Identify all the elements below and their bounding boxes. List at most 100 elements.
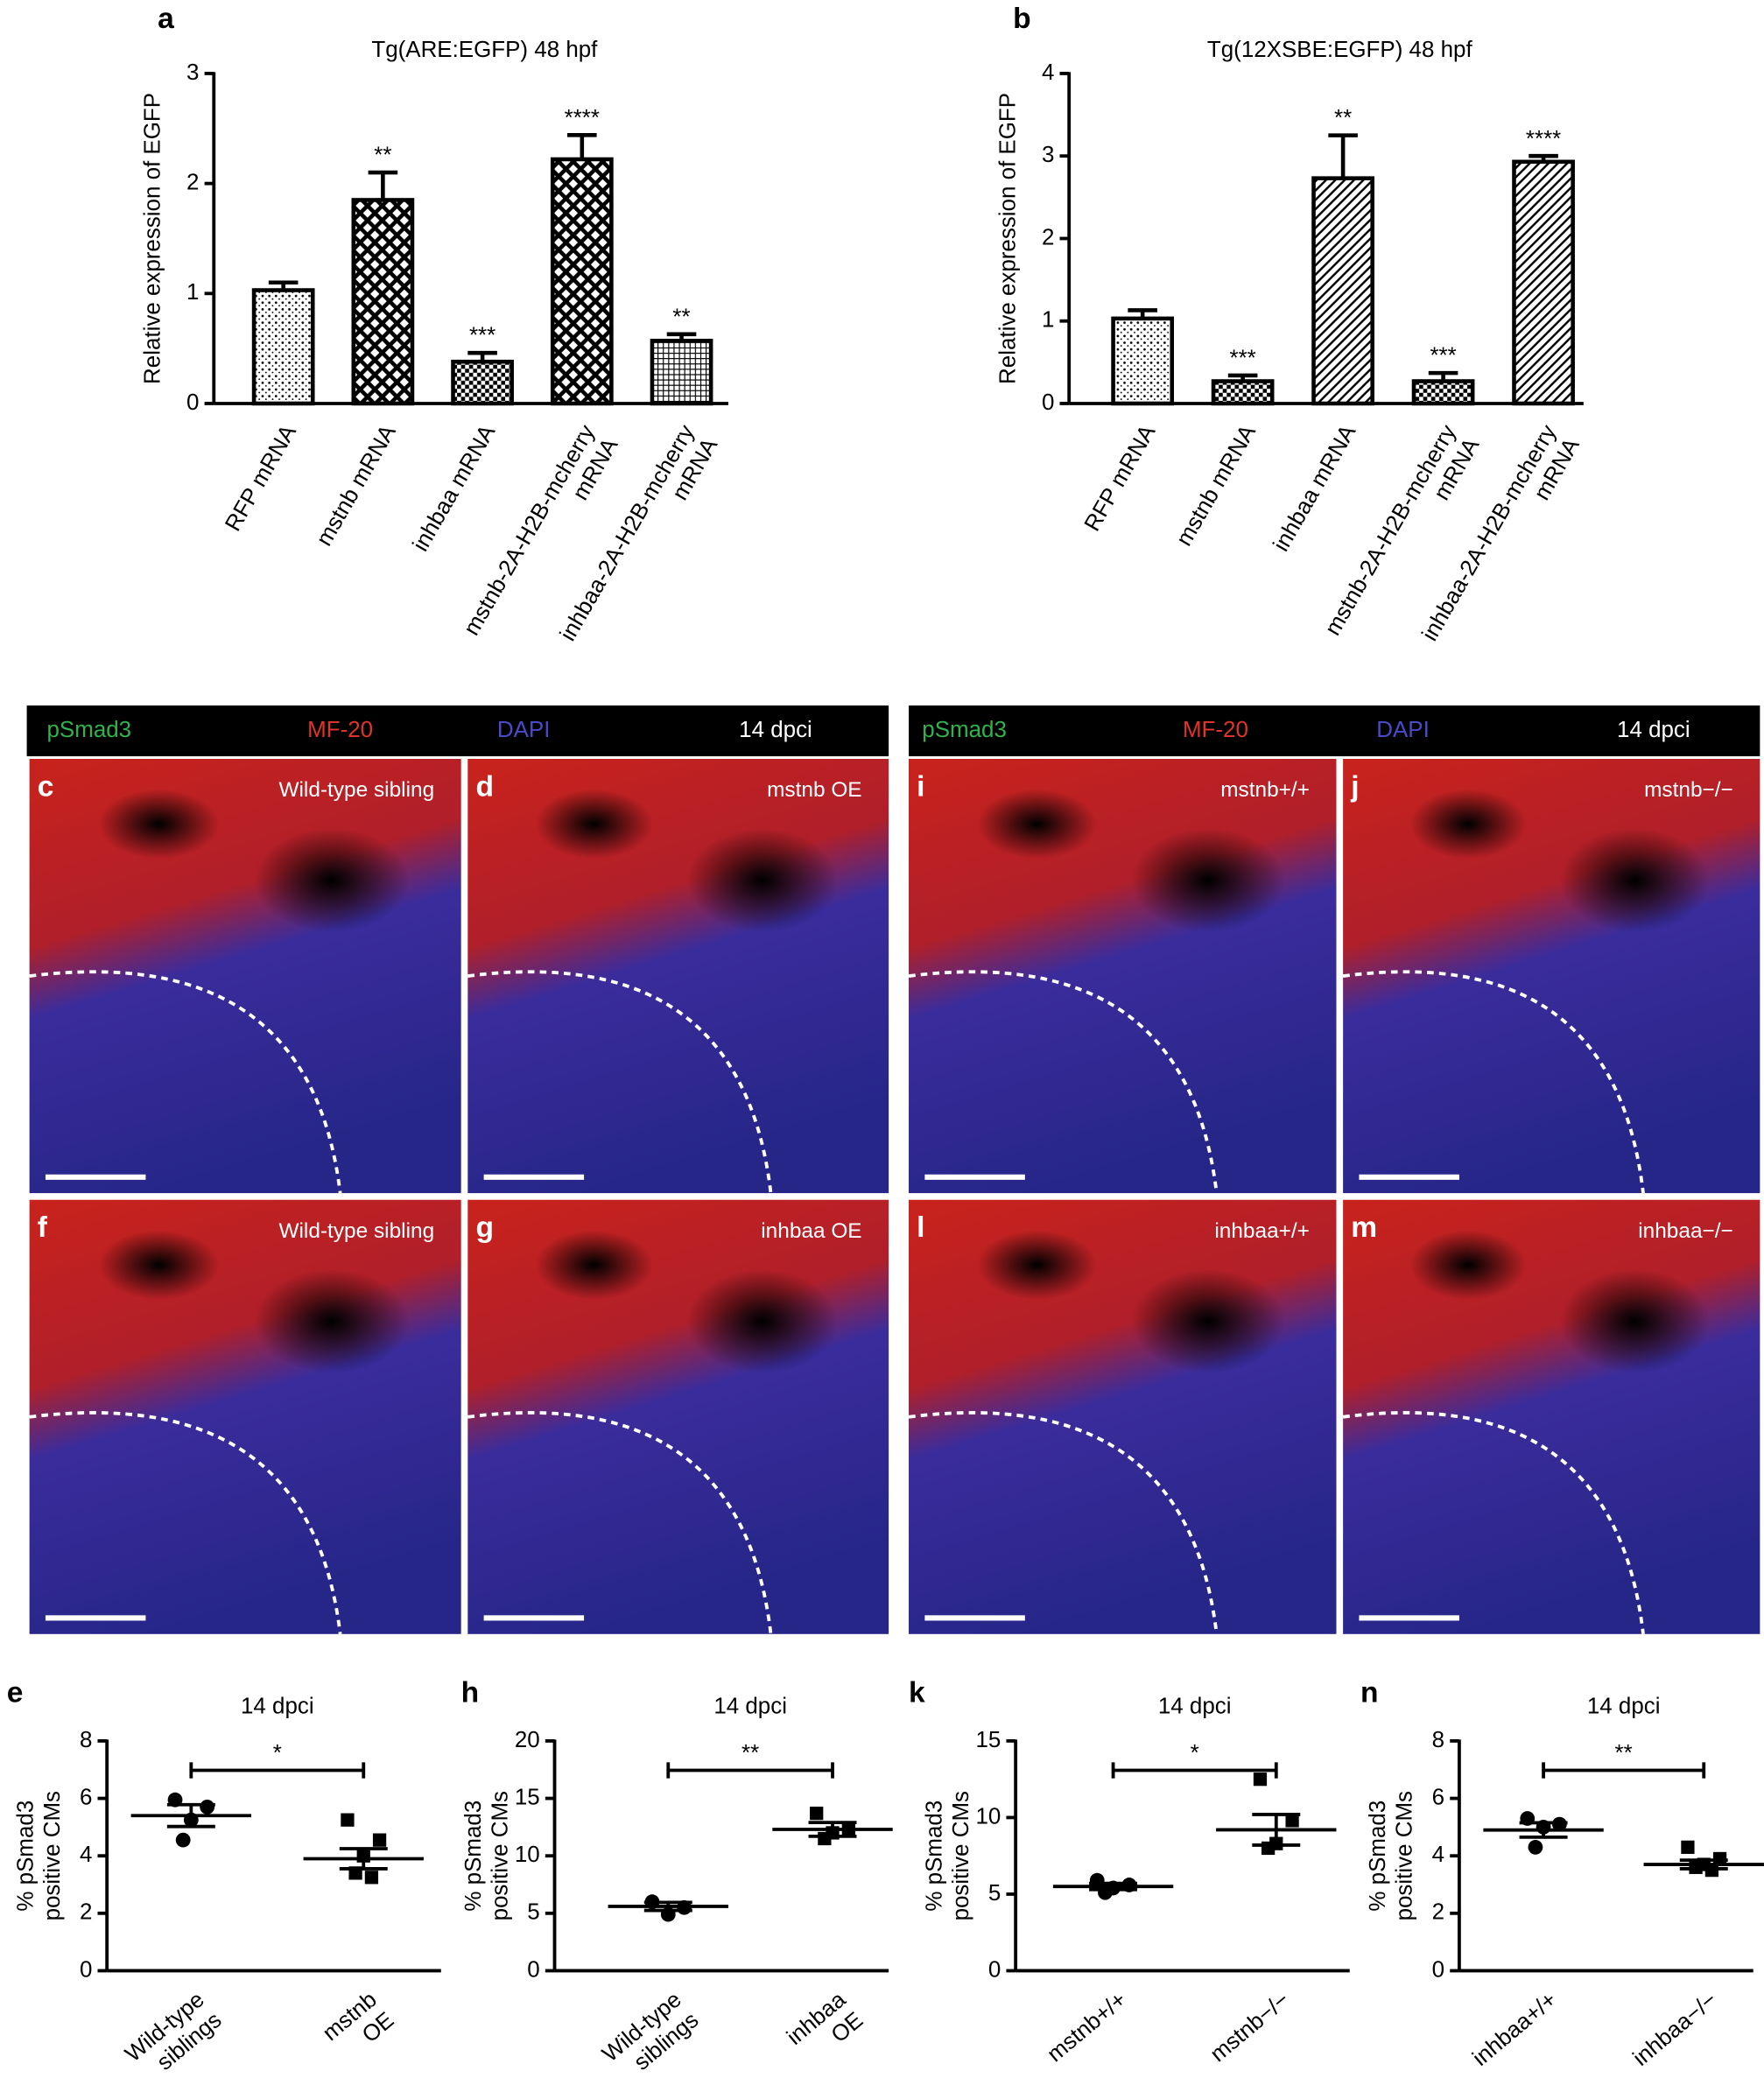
significance: ** — [741, 1741, 759, 1766]
micrograph — [29, 1199, 461, 1634]
y-tick-label: 8 — [80, 1728, 92, 1752]
injury-border — [1342, 970, 1645, 1194]
y-tick-label: 0 — [186, 390, 199, 415]
time-label: 14 dpci — [1617, 718, 1690, 742]
y-tick-label: 15 — [515, 1785, 540, 1809]
y-tick-label: 0 — [1432, 1957, 1444, 1982]
tissue-gap — [686, 1269, 839, 1374]
y-tick-label: 4 — [80, 1843, 92, 1867]
chart-title: 14 dpci — [1158, 1695, 1232, 1719]
injury-border — [1342, 1411, 1645, 1635]
significance: *** — [469, 324, 495, 348]
bar — [251, 288, 315, 406]
y-axis-label: % pSmad3 — [13, 1801, 38, 1912]
panel-letter: g — [475, 1211, 494, 1244]
x-tick-label: RFP mRNA — [1080, 420, 1161, 536]
significance: **** — [565, 106, 600, 130]
panel-label: inhbaa−/− — [1638, 1219, 1733, 1243]
significance: ** — [1334, 106, 1352, 130]
panel-label: mstnb+/+ — [1220, 778, 1310, 802]
panel-letter: f — [38, 1211, 48, 1244]
significance: ** — [374, 144, 391, 168]
y-tick-label: 20 — [515, 1728, 540, 1752]
injury-border — [467, 1411, 773, 1635]
tissue-gap — [1409, 789, 1527, 860]
x-tick-label: mstnb+/+ — [1043, 1987, 1131, 2067]
y-tick-label: 2 — [1042, 225, 1054, 249]
y-tick-label: 2 — [186, 170, 199, 194]
tissue-gap — [254, 828, 410, 933]
panel-letter: e — [7, 1676, 24, 1709]
data-point — [1253, 1773, 1268, 1787]
y-axis-label: positive CMs — [488, 1791, 512, 1920]
panel-letter: b — [1013, 3, 1031, 35]
channel-label: MF-20 — [1183, 718, 1248, 742]
bar — [1111, 316, 1175, 406]
tissue-gap — [1409, 1230, 1527, 1300]
tissue-gap — [977, 1230, 1097, 1300]
y-axis-label: % pSmad3 — [1366, 1801, 1390, 1912]
bar — [1411, 379, 1475, 406]
bar — [550, 157, 614, 406]
panel-letter: l — [917, 1211, 924, 1244]
significance: * — [273, 1741, 282, 1766]
y-tick-label: 5 — [527, 1900, 539, 1925]
data-point — [341, 1813, 355, 1827]
chart-title: Tg(12XSBE:EGFP) 48 hpf — [1207, 38, 1473, 62]
chart-title: 14 dpci — [1587, 1695, 1661, 1719]
panel-label: mstnb OE — [767, 778, 862, 802]
y-tick-label: 0 — [1042, 390, 1054, 415]
panel-letter: j — [1350, 770, 1359, 803]
panel-letter: a — [158, 3, 174, 35]
micrograph — [1343, 759, 1760, 1194]
y-tick-label: 0 — [988, 1957, 1001, 1982]
data-point — [364, 1871, 379, 1885]
panel-letter: h — [461, 1676, 480, 1709]
y-tick-label: 2 — [1432, 1900, 1444, 1925]
y-tick-label: 3 — [1042, 143, 1054, 167]
y-axis-label: Relative expression of EGFP — [140, 93, 165, 384]
micrograph — [467, 759, 889, 1194]
tissue-gap — [98, 789, 220, 860]
micrograph — [467, 1199, 889, 1634]
x-tick-label: mstnb mRNA — [1172, 420, 1262, 550]
panel-letter: d — [475, 770, 494, 803]
channel-header — [909, 705, 1760, 756]
data-point — [1528, 1839, 1543, 1855]
y-tick-label: 6 — [1432, 1785, 1444, 1809]
y-axis-label: positive CMs — [1393, 1791, 1417, 1920]
significance: *** — [1430, 344, 1456, 369]
significance: ** — [1615, 1741, 1633, 1766]
significance: * — [1191, 1741, 1199, 1766]
y-tick-label: 4 — [1042, 60, 1054, 85]
panel-label: mstnb−/− — [1644, 778, 1733, 802]
data-point — [200, 1800, 215, 1815]
panel-letter: k — [909, 1676, 925, 1709]
chart-title: 14 dpci — [713, 1695, 787, 1719]
panel-label: Wild-type sibling — [278, 778, 434, 802]
significance: ** — [672, 305, 690, 329]
panel-letter: i — [917, 770, 924, 803]
y-tick-label: 10 — [975, 1804, 1001, 1829]
y-tick-label: 1 — [1042, 308, 1054, 333]
channel-label: DAPI — [1376, 718, 1430, 742]
x-tick-label: inhbaa+/+ — [1468, 1987, 1561, 2071]
y-tick-label: 10 — [515, 1843, 540, 1867]
y-axis-label: % pSmad3 — [922, 1801, 946, 1912]
panel-letter: c — [38, 770, 54, 803]
x-tick-label: inhbaa−/− — [1628, 1987, 1721, 2071]
injury-border — [29, 970, 342, 1194]
y-tick-label: 6 — [80, 1785, 92, 1809]
time-label: 14 dpci — [739, 718, 812, 742]
tissue-gap — [1131, 1269, 1285, 1374]
y-tick-label: 15 — [975, 1728, 1001, 1752]
injury-border — [908, 970, 1219, 1194]
bar — [1512, 159, 1575, 406]
y-tick-label: 0 — [527, 1957, 539, 1982]
x-tick-label: RFP mRNA — [221, 420, 301, 536]
injury-border — [908, 1411, 1219, 1635]
bar — [1311, 176, 1374, 406]
data-point — [175, 1832, 191, 1848]
channel-label: pSmad3 — [46, 718, 131, 742]
